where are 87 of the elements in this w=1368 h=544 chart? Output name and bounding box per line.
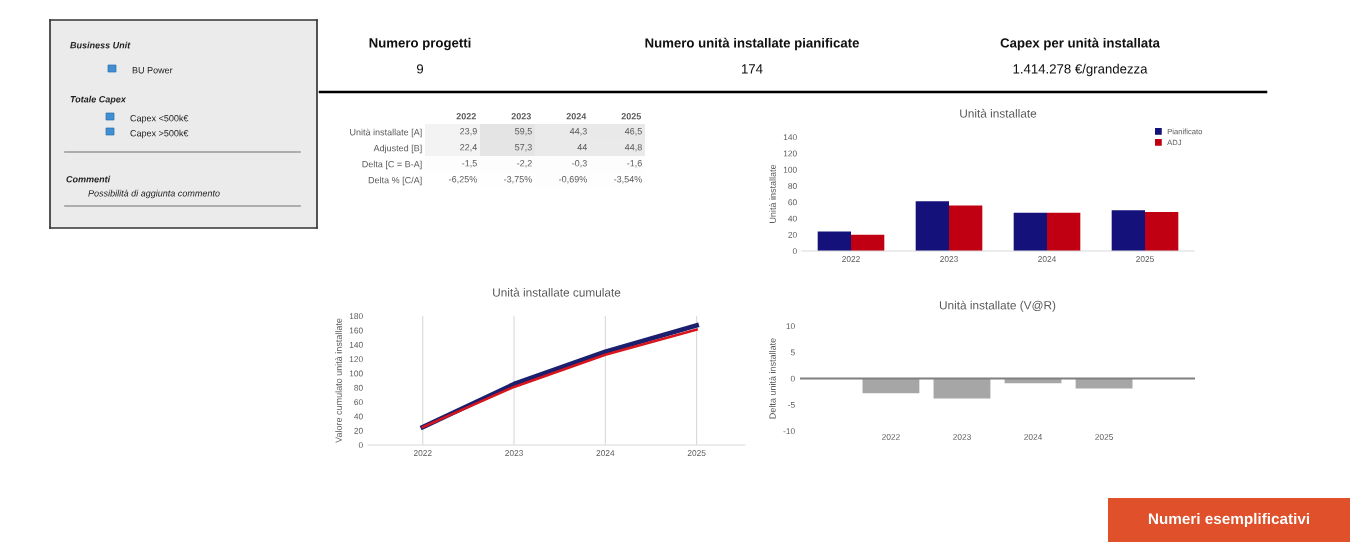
data-label: 23,9 (460, 128, 477, 136)
text: 9 (416, 64, 424, 74)
bar (1047, 212, 1081, 251)
text: Numeri esemplificativi (1148, 512, 1310, 528)
x-tick-label: 2023 (505, 450, 523, 456)
text: 174 (742, 64, 763, 74)
x-tick-label: 2022 (842, 256, 860, 262)
y-tick-label: 120 (349, 356, 363, 363)
y-tick-label: Unità installate [A] (350, 128, 422, 138)
x-tick-label: 2025 (687, 450, 706, 456)
x-tick-label: 2023 (940, 256, 958, 262)
y-tick-label: -5 (788, 402, 795, 408)
y-tick-label: 10 (786, 323, 795, 330)
x-tick-label: 2022 (456, 113, 476, 120)
text: Possibilità di aggiunta commento (88, 189, 220, 199)
category-label: Numero unità installate pianificate (645, 37, 859, 51)
y-tick-label: 80 (354, 384, 363, 391)
x-tick-label: 2024 (596, 450, 615, 456)
y-tick-label: 40 (788, 215, 797, 222)
y-tick-label: 5 (790, 349, 795, 356)
x-tick-label: 2025 (621, 113, 642, 120)
data-label: -0,3 (572, 160, 587, 168)
data-label: -1,5 (462, 160, 477, 168)
x-tick-label: 2024 (566, 113, 587, 120)
data-label: 22,4 (460, 144, 477, 152)
bar (915, 201, 949, 251)
bar (817, 231, 851, 251)
data-label: -6,25% (449, 176, 477, 184)
y-axis-title: Unità installate (769, 164, 776, 223)
y-tick-label: Delta [C = B-A] (362, 160, 422, 170)
x-tick-label: 2022 (413, 450, 432, 456)
data-label: 57,3 (515, 144, 532, 152)
data-label: -0,69% (559, 176, 587, 184)
x-tick-label: 2024 (1024, 434, 1043, 440)
y-tick-label: 180 (349, 313, 363, 320)
y-tick-label: 0 (792, 248, 797, 255)
bar (851, 234, 885, 251)
bar (1145, 211, 1179, 251)
category-label: Numero progetti (369, 37, 471, 51)
category-label: Capex per unità installata (1000, 37, 1161, 51)
y-tick-label: 120 (783, 150, 797, 157)
y-tick-label: 20 (788, 231, 797, 238)
text: BU Power (132, 67, 173, 74)
x-tick-label: 2023 (953, 434, 971, 440)
text: 1.414.278 €/grandezza (1013, 63, 1148, 77)
chart-title: Unità installate (960, 108, 1037, 118)
data-label: 44,3 (569, 128, 587, 136)
y-tick-label: 100 (783, 166, 797, 173)
y-tick-label: 80 (788, 183, 797, 189)
y-tick-label: 0 (358, 442, 363, 449)
bar (1111, 210, 1145, 251)
bar (949, 205, 983, 251)
x-tick-label: 2023 (511, 113, 531, 120)
text: Commenti (66, 175, 111, 183)
y-tick-label: 40 (354, 413, 363, 420)
data-label: 59,5 (515, 128, 532, 136)
data-label: 44 (577, 144, 587, 151)
y-tick-label: 160 (349, 327, 363, 334)
chart-title: Unità installate (V@R) (939, 300, 1056, 312)
chart-title: Unità installate cumulate (493, 287, 621, 297)
y-tick-label: 60 (788, 199, 797, 206)
data-label: -3,54% (614, 176, 642, 184)
data-label: 46,5 (624, 128, 642, 136)
text: Capex >500k€ (130, 129, 189, 139)
data-label: -1,6 (627, 160, 642, 168)
x-tick-label: 2022 (882, 434, 900, 440)
y-tick-label: -10 (783, 428, 795, 435)
y-axis-title: Delta unità installate (769, 338, 776, 419)
x-tick-label: 2025 (1095, 434, 1113, 440)
y-tick-label: 140 (783, 134, 797, 141)
x-tick-label: 2025 (1136, 256, 1154, 262)
data-label: -3,75% (504, 176, 532, 184)
text: Business Unit (70, 41, 131, 49)
data-label: 44,8 (624, 144, 642, 152)
y-tick-label: 60 (354, 399, 363, 406)
data-label: -2,2 (517, 160, 532, 168)
y-tick-label: Delta % [C/A] (368, 176, 422, 186)
y-tick-label: Adjusted [B] (373, 144, 422, 154)
bar (1013, 212, 1047, 251)
x-tick-label: 2024 (1038, 256, 1057, 262)
text: Capex <500k€ (130, 114, 189, 124)
y-tick-label: 140 (349, 341, 363, 348)
y-axis-title: Valore cumulato unità installate (335, 318, 342, 443)
y-tick-label: 20 (354, 427, 363, 434)
text: Totale Capex (70, 95, 127, 105)
y-tick-label: 100 (349, 370, 363, 377)
y-tick-label: 0 (790, 375, 795, 382)
